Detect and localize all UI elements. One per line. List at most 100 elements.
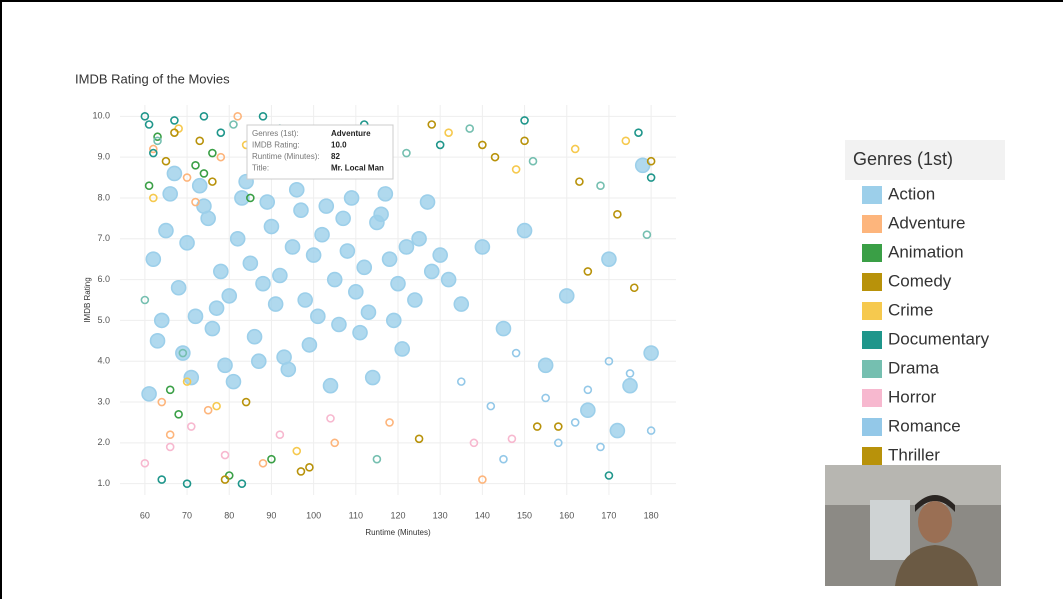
point (182, 377, 192, 386)
point (246, 328, 263, 345)
legend-swatch (862, 389, 882, 407)
point (284, 239, 301, 255)
point (203, 405, 213, 415)
legend-swatch (862, 215, 882, 233)
y-tick-label: 6.0 (97, 274, 110, 284)
point (293, 202, 309, 219)
tooltip-value: 10.0 (331, 141, 347, 150)
point (377, 186, 394, 202)
tooltip-value: 82 (331, 152, 340, 161)
point (259, 194, 276, 210)
y-axis-label: IMDB Rating (83, 277, 92, 322)
x-tick-label: 90 (266, 510, 276, 520)
point (516, 222, 533, 239)
point (191, 177, 208, 194)
point (511, 348, 521, 358)
point (204, 320, 221, 337)
x-tick-label: 70 (182, 510, 192, 520)
point (554, 438, 563, 448)
point (478, 140, 487, 150)
point (444, 128, 453, 137)
point (250, 353, 267, 370)
webcam-hair (915, 495, 955, 512)
tooltip-label: IMDB Rating: (252, 141, 300, 150)
point (158, 222, 174, 239)
point (385, 312, 402, 329)
point (465, 124, 475, 133)
point (144, 120, 154, 129)
point (326, 271, 343, 288)
x-tick-label: 160 (559, 510, 574, 520)
point (613, 209, 622, 219)
point (178, 348, 188, 358)
point (642, 230, 652, 239)
point (427, 120, 437, 129)
point (326, 414, 335, 423)
point (258, 112, 268, 121)
point (622, 377, 638, 394)
tooltip-label: Genres (1st): (252, 129, 299, 138)
point (170, 128, 179, 137)
point (220, 450, 230, 460)
legend-label: Adventure (888, 213, 966, 232)
point (296, 467, 306, 476)
point (499, 454, 508, 464)
point (280, 361, 297, 378)
point (165, 430, 175, 439)
point (141, 386, 157, 402)
point (634, 128, 643, 137)
tooltip-value: Mr. Local Man (331, 164, 384, 173)
point (183, 369, 200, 386)
legend-swatch (862, 360, 882, 378)
point (583, 267, 593, 276)
point (153, 312, 170, 329)
point (165, 442, 175, 452)
point (157, 475, 167, 484)
point (583, 385, 593, 395)
point (140, 112, 150, 121)
point (604, 471, 614, 480)
point (258, 458, 268, 468)
point (191, 161, 200, 170)
x-tick-label: 80 (224, 510, 234, 520)
point (166, 165, 183, 182)
point (554, 422, 563, 431)
point (646, 173, 656, 182)
point (144, 181, 154, 191)
legend-label: Drama (888, 358, 940, 377)
point (364, 369, 381, 386)
x-tick-label: 180 (644, 510, 659, 520)
point (520, 116, 529, 125)
point (411, 230, 427, 247)
point (360, 304, 377, 321)
point (153, 136, 162, 146)
chart-title: IMDB Rating of the Movies (75, 71, 230, 86)
point (234, 190, 250, 206)
y-tick-label: 8.0 (97, 192, 110, 202)
tooltip-label: Runtime (Minutes): (252, 152, 320, 161)
point (301, 337, 318, 353)
point (596, 442, 605, 452)
point (601, 251, 617, 267)
y-tick-label: 9.0 (97, 152, 110, 162)
point (528, 156, 538, 166)
point (187, 308, 204, 325)
point (322, 377, 339, 394)
point (195, 136, 205, 146)
tooltip-value: Adventure (331, 129, 371, 138)
point (305, 247, 322, 263)
point (532, 422, 542, 431)
legend-label: Horror (888, 387, 937, 406)
point (149, 144, 158, 154)
y-tick-label: 5.0 (97, 315, 110, 325)
point (267, 296, 284, 312)
webcam-ceiling (825, 465, 1001, 505)
point (453, 296, 470, 312)
point (242, 255, 259, 272)
point (233, 112, 242, 121)
point (170, 279, 187, 296)
legend-swatch (862, 331, 882, 349)
point (175, 345, 191, 361)
point (318, 198, 335, 214)
point (314, 226, 330, 243)
